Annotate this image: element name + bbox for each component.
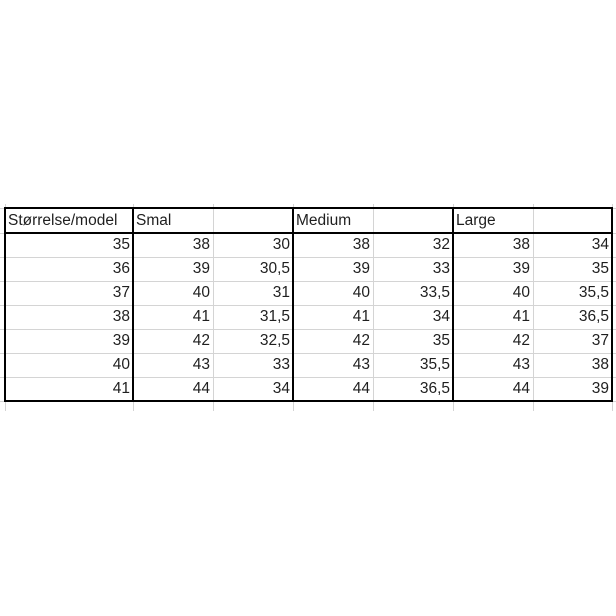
data-cell: 35: [112, 236, 130, 253]
gridline-vertical: [533, 204, 534, 411]
data-cell: 40: [192, 284, 210, 301]
data-cell: 44: [512, 380, 530, 397]
data-cell: 42: [192, 332, 210, 349]
data-cell: 32: [432, 236, 450, 253]
data-cell: 44: [192, 380, 210, 397]
data-cell: 38: [512, 236, 530, 253]
data-cell: 35,5: [578, 284, 609, 301]
header-cell: [213, 208, 293, 233]
data-cell: 36,5: [419, 380, 450, 397]
data-cell: 34: [432, 308, 450, 325]
data-cell: 37: [591, 332, 609, 349]
table-border-vertical: [132, 207, 134, 402]
table-border-vertical: [452, 207, 454, 402]
data-cell: 41: [192, 308, 210, 325]
table-border-vertical: [292, 207, 294, 402]
data-cell: 42: [512, 332, 530, 349]
data-cell: 39: [352, 260, 370, 277]
gridline-vertical: [373, 204, 374, 411]
table-border-top: [4, 207, 613, 209]
data-cell: 33: [272, 356, 290, 373]
table-border-vertical: [611, 207, 613, 402]
gridline-horizontal: [0, 377, 616, 378]
table-border-vertical: [4, 207, 6, 402]
data-cell: 32,5: [259, 332, 290, 349]
data-cell: 31,5: [259, 308, 290, 325]
data-cell: 39: [112, 332, 130, 349]
data-cell: 37: [112, 284, 130, 301]
header-cell: Large: [456, 212, 496, 229]
data-cell: 40: [512, 284, 530, 301]
header-cell: Størrelse/model: [8, 212, 118, 229]
size-table: Størrelse/model Smal Medium Large 35 38 30 38 32…: [0, 204, 616, 411]
gridline-horizontal: [0, 329, 616, 330]
data-cell: 34: [591, 236, 609, 253]
gridline-horizontal: [0, 257, 616, 258]
data-cell: 38: [112, 308, 130, 325]
data-cell: 36,5: [578, 308, 609, 325]
header-cell: [373, 208, 453, 233]
table-border-bottom: [4, 400, 613, 402]
data-cell: 43: [512, 356, 530, 373]
data-cell: 40: [352, 284, 370, 301]
data-cell: 35: [591, 260, 609, 277]
data-cell: 39: [192, 260, 210, 277]
header-cell: Medium: [296, 212, 352, 229]
header-cell: Smal: [136, 212, 172, 229]
gridline-horizontal: [0, 305, 616, 306]
data-cell: 35,5: [419, 356, 450, 373]
data-cell: 40: [112, 356, 130, 373]
header-border-bottom: [4, 232, 613, 234]
data-cell: 38: [591, 356, 609, 373]
data-cell: 43: [352, 356, 370, 373]
data-cell: 39: [591, 380, 609, 397]
data-cell: 43: [192, 356, 210, 373]
data-cell: 41: [112, 380, 130, 397]
data-cell: 33,5: [419, 284, 450, 301]
gridline-horizontal: [0, 353, 616, 354]
gridline-vertical: [213, 204, 214, 411]
data-cell: 33: [432, 260, 450, 277]
data-cell: 34: [272, 380, 290, 397]
data-cell: 42: [352, 332, 370, 349]
data-cell: 39: [512, 260, 530, 277]
data-cell: 41: [352, 308, 370, 325]
gridline-horizontal: [0, 281, 616, 282]
data-cell: 36: [112, 260, 130, 277]
data-cell: 30: [272, 236, 290, 253]
header-cell: [533, 208, 612, 233]
data-cell: 30,5: [259, 260, 290, 277]
data-cell: 31: [272, 284, 290, 301]
data-cell: 38: [352, 236, 370, 253]
data-cell: 38: [192, 236, 210, 253]
data-cell: 41: [512, 308, 530, 325]
data-cell: 44: [352, 380, 370, 397]
data-cell: 35: [432, 332, 450, 349]
